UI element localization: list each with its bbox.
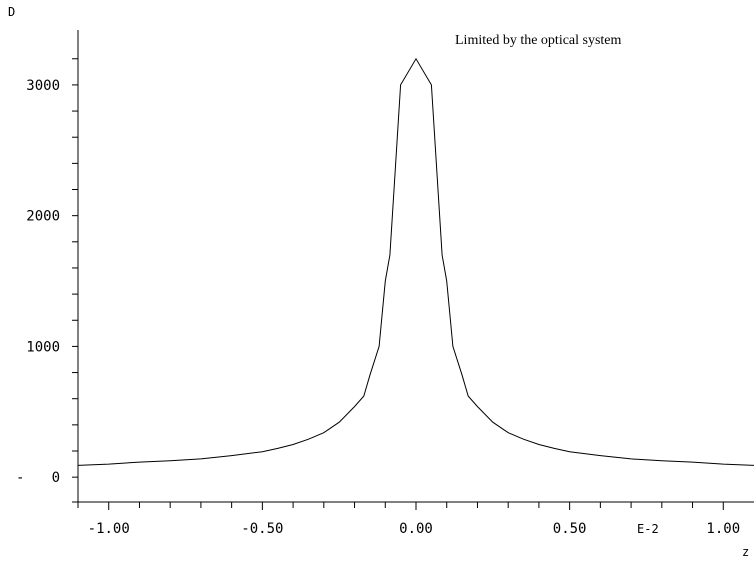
y-tick-label: 0 xyxy=(52,470,60,486)
y-tick-label: 1000 xyxy=(26,339,60,355)
y-tick-label: 2000 xyxy=(26,209,60,225)
x-axis-label: z xyxy=(742,545,749,559)
y-tick-labels: 0 - 1000 2000 3000 xyxy=(16,78,60,486)
x-tick-label: -0.50 xyxy=(241,521,283,537)
x-exponent-label: E-2 xyxy=(637,522,659,536)
annotation-text: Limited by the optical system xyxy=(455,33,622,48)
series-line xyxy=(77,57,754,466)
y-axis-label: D xyxy=(8,5,15,19)
y-tick-label: 3000 xyxy=(26,78,60,94)
y-minor-ticks xyxy=(72,58,78,478)
x-tick-labels: -1.00 -0.50 0.00 0.50 1.00 xyxy=(88,521,740,537)
x-tick-label: 0.00 xyxy=(399,521,433,537)
y-tick-prefix: - xyxy=(16,470,24,486)
x-tick-label: 0.50 xyxy=(553,521,587,537)
x-minor-ticks xyxy=(77,502,724,510)
x-tick-label: 1.00 xyxy=(706,521,740,537)
axes xyxy=(72,30,754,508)
x-tick-label: -1.00 xyxy=(88,521,130,537)
